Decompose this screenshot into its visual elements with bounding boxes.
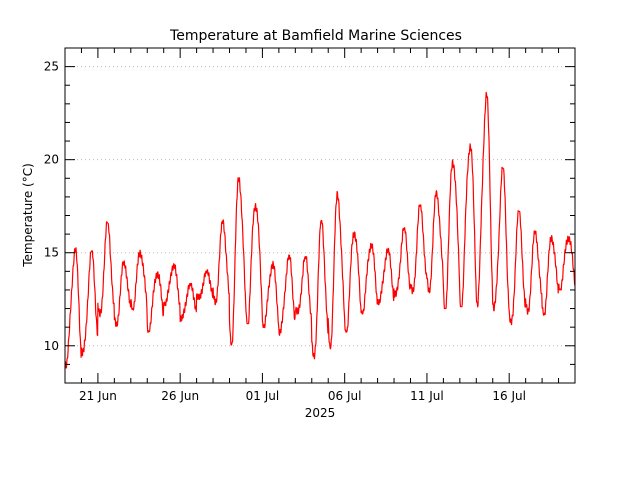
x-tick-label: 21 Jun [79, 389, 117, 403]
grid-lines [65, 66, 575, 347]
x-axis-year-label: 2025 [305, 406, 336, 420]
y-axis-label: Temperature (°C) [21, 163, 35, 268]
tick-labels: 10 15 20 25 21 Jun 26 Jun 01 Jul 06 Jul 11 Jul 16… [44, 60, 526, 403]
y-tick-label: 20 [44, 153, 59, 167]
chart-title: Temperature at Bamfield Marine Sciences [169, 28, 462, 44]
x-tick-label: 11 Jul [410, 389, 444, 403]
x-tick-label: 16 Jul [492, 389, 526, 403]
y-tick-label: 25 [44, 60, 59, 74]
temperature-series-line [64, 91, 576, 369]
x-tick-label: 26 Jun [161, 389, 199, 403]
axis-ticks [64, 47, 576, 384]
y-tick-label: 15 [44, 246, 59, 260]
x-tick-label: 01 Jul [246, 389, 280, 403]
plot-frame [64, 47, 576, 384]
x-tick-label: 06 Jul [328, 389, 362, 403]
y-tick-label: 10 [44, 339, 59, 353]
